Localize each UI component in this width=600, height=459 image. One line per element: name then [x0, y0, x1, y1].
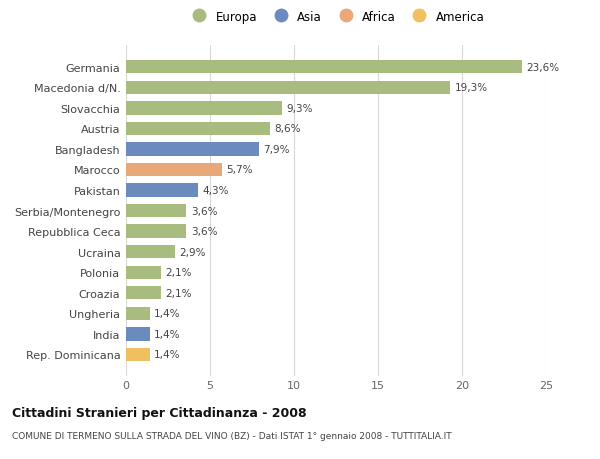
Text: 7,9%: 7,9% — [263, 145, 289, 155]
Text: Cittadini Stranieri per Cittadinanza - 2008: Cittadini Stranieri per Cittadinanza - 2… — [12, 406, 307, 419]
Bar — [126, 184, 198, 197]
Bar — [126, 266, 161, 280]
Text: 3,6%: 3,6% — [191, 206, 217, 216]
Text: 2,1%: 2,1% — [166, 288, 192, 298]
Legend: Europa, Asia, Africa, America: Europa, Asia, Africa, America — [187, 11, 485, 23]
Text: COMUNE DI TERMENO SULLA STRADA DEL VINO (BZ) - Dati ISTAT 1° gennaio 2008 - TUTT: COMUNE DI TERMENO SULLA STRADA DEL VINO … — [12, 431, 452, 441]
Text: 3,6%: 3,6% — [191, 227, 217, 237]
Text: 1,4%: 1,4% — [154, 350, 180, 360]
Bar — [126, 348, 149, 361]
Bar — [126, 225, 187, 238]
Text: 5,7%: 5,7% — [226, 165, 253, 175]
Bar — [126, 123, 271, 136]
Bar — [126, 328, 149, 341]
Text: 4,3%: 4,3% — [202, 185, 229, 196]
Text: 2,9%: 2,9% — [179, 247, 205, 257]
Text: 19,3%: 19,3% — [454, 83, 488, 93]
Bar — [126, 143, 259, 156]
Bar — [126, 102, 282, 115]
Bar — [126, 163, 222, 177]
Bar — [126, 61, 523, 74]
Bar — [126, 307, 149, 320]
Bar — [126, 246, 175, 259]
Bar — [126, 204, 187, 218]
Text: 8,6%: 8,6% — [275, 124, 301, 134]
Bar — [126, 286, 161, 300]
Text: 1,4%: 1,4% — [154, 309, 180, 319]
Text: 9,3%: 9,3% — [286, 104, 313, 113]
Text: 2,1%: 2,1% — [166, 268, 192, 278]
Text: 23,6%: 23,6% — [527, 62, 560, 73]
Text: 1,4%: 1,4% — [154, 329, 180, 339]
Bar — [126, 81, 450, 95]
